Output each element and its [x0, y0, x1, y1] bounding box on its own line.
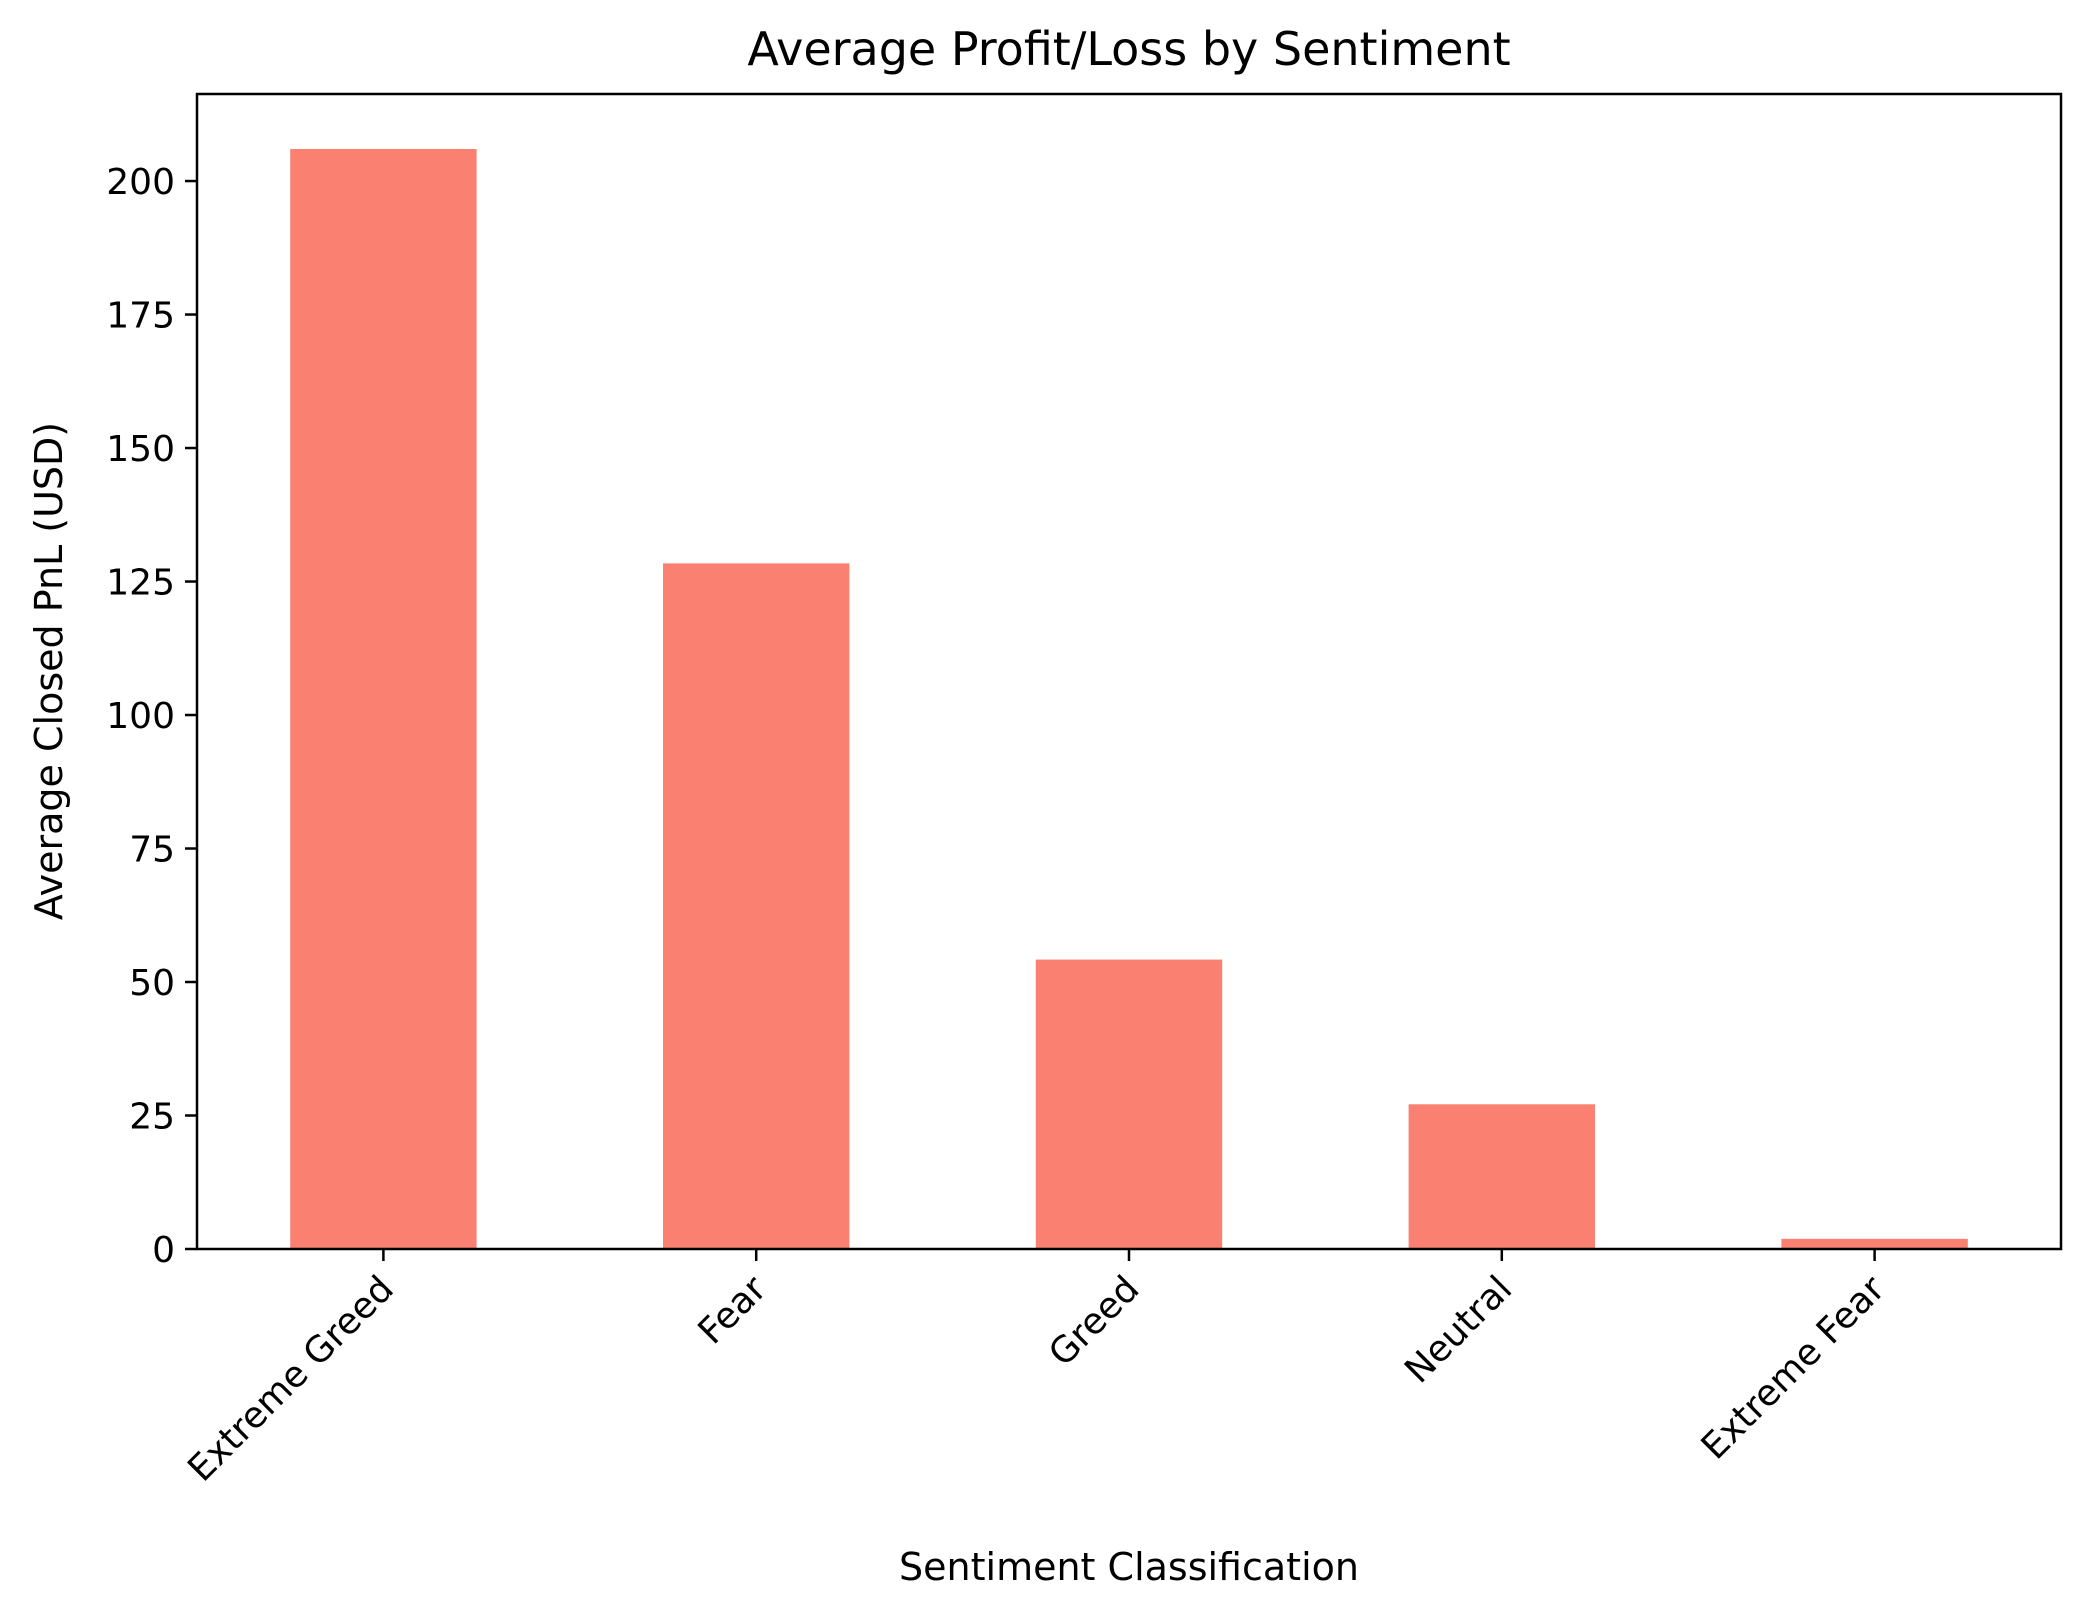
bar-extreme-fear [1781, 1238, 1968, 1249]
y-tick-label: 175 [106, 296, 175, 337]
y-tick-label: 150 [106, 429, 175, 470]
x-tick-label: Extreme Fear [1694, 1268, 1893, 1467]
bar-fear [663, 563, 850, 1249]
y-tick-label: 0 [152, 1230, 175, 1271]
bar-neutral [1408, 1104, 1595, 1249]
x-tick-label: Extreme Greed [180, 1268, 401, 1489]
y-tick-label: 125 [106, 563, 175, 604]
x-axis-label: Sentiment Classification [899, 1545, 1359, 1589]
y-tick-label: 50 [129, 963, 175, 1004]
y-axis: 0 25 50 75 100 125 150 175 200 [106, 162, 197, 1271]
plot-frame [195, 92, 2063, 1251]
y-axis-label: Average Closed PnL (USD) [27, 422, 71, 920]
x-tick-label: Fear [691, 1268, 775, 1352]
y-tick-label: 200 [106, 162, 175, 203]
y-tick-label: 75 [129, 830, 175, 871]
x-tick-label: Greed [1041, 1268, 1147, 1374]
bars [290, 149, 1968, 1249]
x-axis: Extreme Greed Fear Greed Neutral Extreme Fea… [180, 1249, 1893, 1490]
y-tick-label: 100 [106, 696, 175, 737]
bar-extreme-greed [290, 149, 477, 1249]
y-tick-label: 25 [129, 1097, 175, 1138]
chart-title: Average Profit/Loss by Sentiment [747, 22, 1510, 76]
x-tick-label: Neutral [1397, 1268, 1520, 1391]
bar-greed [1035, 959, 1223, 1249]
